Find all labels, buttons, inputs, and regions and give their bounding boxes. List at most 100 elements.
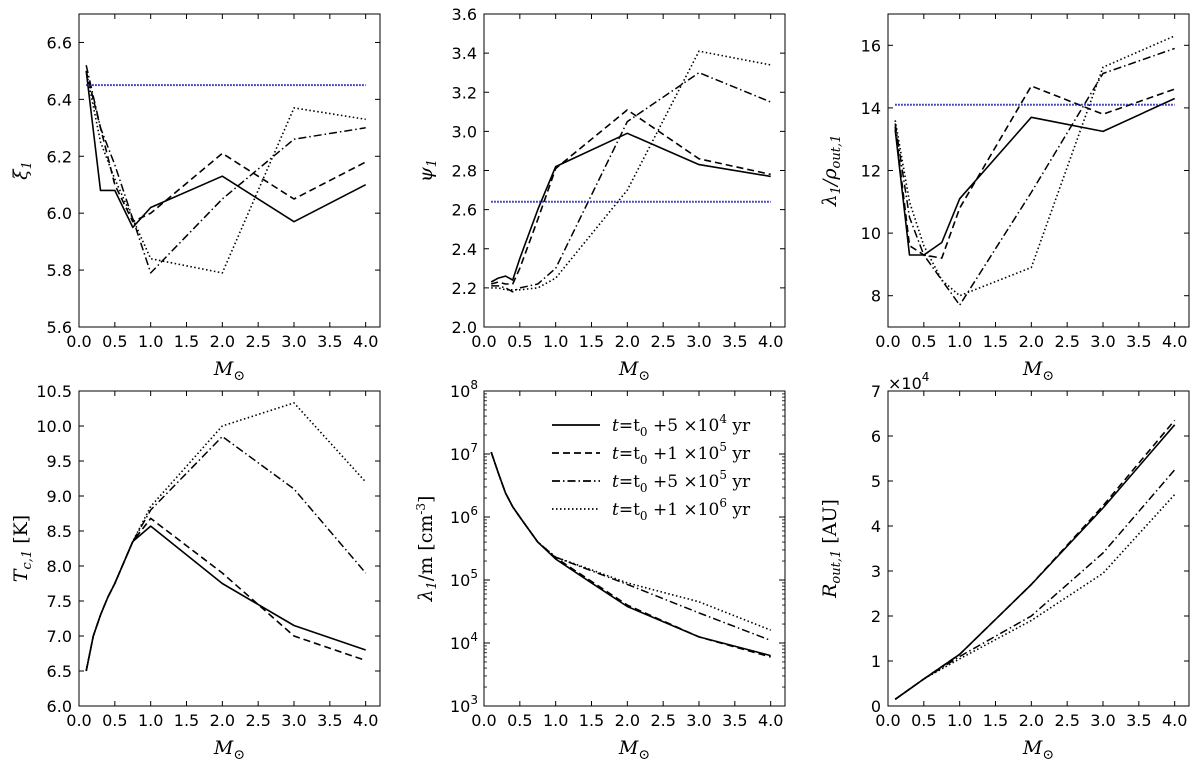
y-label-main: R — [819, 584, 841, 599]
axes-frame — [78, 13, 381, 328]
series-line-dashed — [490, 109, 771, 285]
y-tick-label: 5.8 — [47, 261, 72, 280]
y-label-main: T — [10, 568, 32, 582]
series-line-dotted — [85, 70, 366, 274]
x-tick-label: 4.0 — [353, 332, 378, 351]
x-tick-label: 3.5 — [1126, 332, 1151, 351]
legend-eq: =t — [619, 500, 640, 520]
legend-sub: 0 — [640, 453, 648, 467]
y-tick-label: 1 — [871, 652, 881, 671]
y-tick-label: 6.2 — [47, 147, 72, 166]
y-label-main: λ — [415, 589, 437, 602]
x-axis-label: M⊙ — [213, 358, 245, 384]
x-tick-label: 1.0 — [138, 332, 163, 351]
y-tick-label: 106 — [450, 504, 478, 527]
x-tick-label: 2.0 — [210, 711, 235, 730]
y-tick-base: 10 — [450, 382, 470, 401]
x-tick-label: 0.0 — [471, 332, 496, 351]
offset-base: ×10 — [888, 374, 922, 393]
legend-sub: 0 — [640, 425, 648, 439]
y-label-rest: [AU] — [819, 499, 841, 550]
y-tick-label: 3.4 — [452, 44, 477, 63]
x-axis-label: M⊙ — [213, 737, 245, 760]
y-label-close: ] — [415, 496, 437, 503]
panel-xi1: 0.0 0.5 1.0 1.5 2.0 2.5 3.0 3.5 4.0 5.6 5.8 6.0 6.2 6… — [10, 13, 381, 384]
y-tick-label: 2.2 — [452, 279, 477, 298]
x-tick-label: 2.0 — [615, 711, 640, 730]
y-tick-label: 2.6 — [452, 201, 477, 220]
y-tick-label: 7 — [871, 382, 881, 401]
x-tick-label: 4.0 — [353, 711, 378, 730]
y-tick-label: 5 — [871, 472, 881, 491]
x-tick-label: 0.5 — [911, 332, 936, 351]
x-tick-label: 0.5 — [507, 711, 532, 730]
axes-frame — [887, 390, 1190, 707]
series-line-dashdot — [491, 71, 771, 293]
y-label-main: ξ — [10, 168, 32, 180]
y-label-main2: /ρ — [819, 168, 841, 188]
y-label-rest: [K] — [10, 515, 32, 550]
x-tick-label: 1.0 — [543, 711, 568, 730]
x-tick-label: 2.0 — [1019, 332, 1044, 351]
series-line-dotted — [85, 402, 367, 672]
legend-t: t — [612, 472, 619, 492]
x-tick-label: 2.5 — [245, 711, 270, 730]
y-tick-label: 10.5 — [36, 382, 72, 401]
series-line-solid — [894, 424, 1176, 700]
y-label-sub2: out,1 — [829, 135, 844, 169]
y-tick-label: 104 — [450, 630, 478, 653]
x-tick-label: 3.0 — [281, 711, 306, 730]
legend-coef: +1 ×10 — [648, 444, 720, 464]
x-label-sub: ⊙ — [638, 747, 650, 760]
y-tick-label: 2.8 — [452, 162, 477, 181]
x-tick-label: 0.0 — [66, 332, 91, 351]
x-tick-label: 1.0 — [543, 332, 568, 351]
series-line-solid — [85, 525, 366, 672]
x-tick-label: 2.0 — [210, 332, 235, 351]
y-label-sub: 1 — [829, 186, 844, 194]
series-line-solid — [490, 132, 771, 283]
y-tick-label: 6.4 — [47, 90, 72, 109]
y-tick-label: 3.6 — [452, 5, 477, 24]
y-label-sup: -3 — [414, 503, 428, 515]
x-tick-label: 1.5 — [579, 332, 604, 351]
x-axis-label: M⊙ — [1022, 358, 1054, 384]
x-label-main: M — [618, 358, 639, 380]
y-axis-label: Rout,1 [AU] — [819, 499, 844, 599]
y-label-rest: /m [cm — [415, 515, 437, 582]
y-tick-label: 105 — [450, 567, 478, 590]
x-tick-label: 2.5 — [1054, 332, 1079, 351]
y-tick-label: 6.5 — [47, 662, 72, 681]
x-tick-label: 4.0 — [1162, 332, 1187, 351]
series-line-solid — [894, 97, 1176, 256]
y-offset-text: ×104 — [888, 370, 929, 393]
x-tick-label: 0.0 — [66, 711, 91, 730]
panel-psi1: 0.0 0.5 1.0 1.5 2.0 2.5 3.0 3.5 4.0 2.0 2.2 2.4 2.6 2… — [415, 5, 786, 384]
series-line-dashdot — [894, 47, 1175, 306]
legend-label: t=t0 +1 ×106 yr — [612, 496, 751, 523]
x-tick-label: 0.0 — [875, 711, 900, 730]
axes-frame — [78, 390, 381, 707]
series-line-dashdot — [85, 65, 366, 274]
offset-exp: 4 — [922, 370, 930, 384]
y-tick-label: 8 — [871, 287, 881, 306]
x-tick-label: 2.5 — [245, 332, 270, 351]
x-tick-label: 0.5 — [102, 711, 127, 730]
x-tick-label: 1.0 — [138, 711, 163, 730]
y-label-main: λ — [819, 194, 841, 207]
legend-unit: yr — [727, 500, 751, 520]
y-tick-label: 7.5 — [47, 592, 72, 611]
y-tick-label: 12 — [861, 162, 881, 181]
legend-t: t — [612, 500, 619, 520]
x-tick-label: 3.0 — [1090, 332, 1115, 351]
y-tick-label: 108 — [450, 378, 478, 401]
legend-unit: yr — [727, 416, 751, 436]
x-label-sub: ⊙ — [233, 747, 245, 760]
axes-frame — [483, 390, 786, 707]
y-tick-base: 10 — [450, 697, 470, 716]
y-label-main: ψ — [415, 166, 437, 182]
legend-eq: =t — [619, 444, 640, 464]
y-tick-exp: 4 — [470, 630, 478, 644]
series-line-dashdot — [894, 469, 1176, 700]
x-tick-label: 0.5 — [102, 332, 127, 351]
